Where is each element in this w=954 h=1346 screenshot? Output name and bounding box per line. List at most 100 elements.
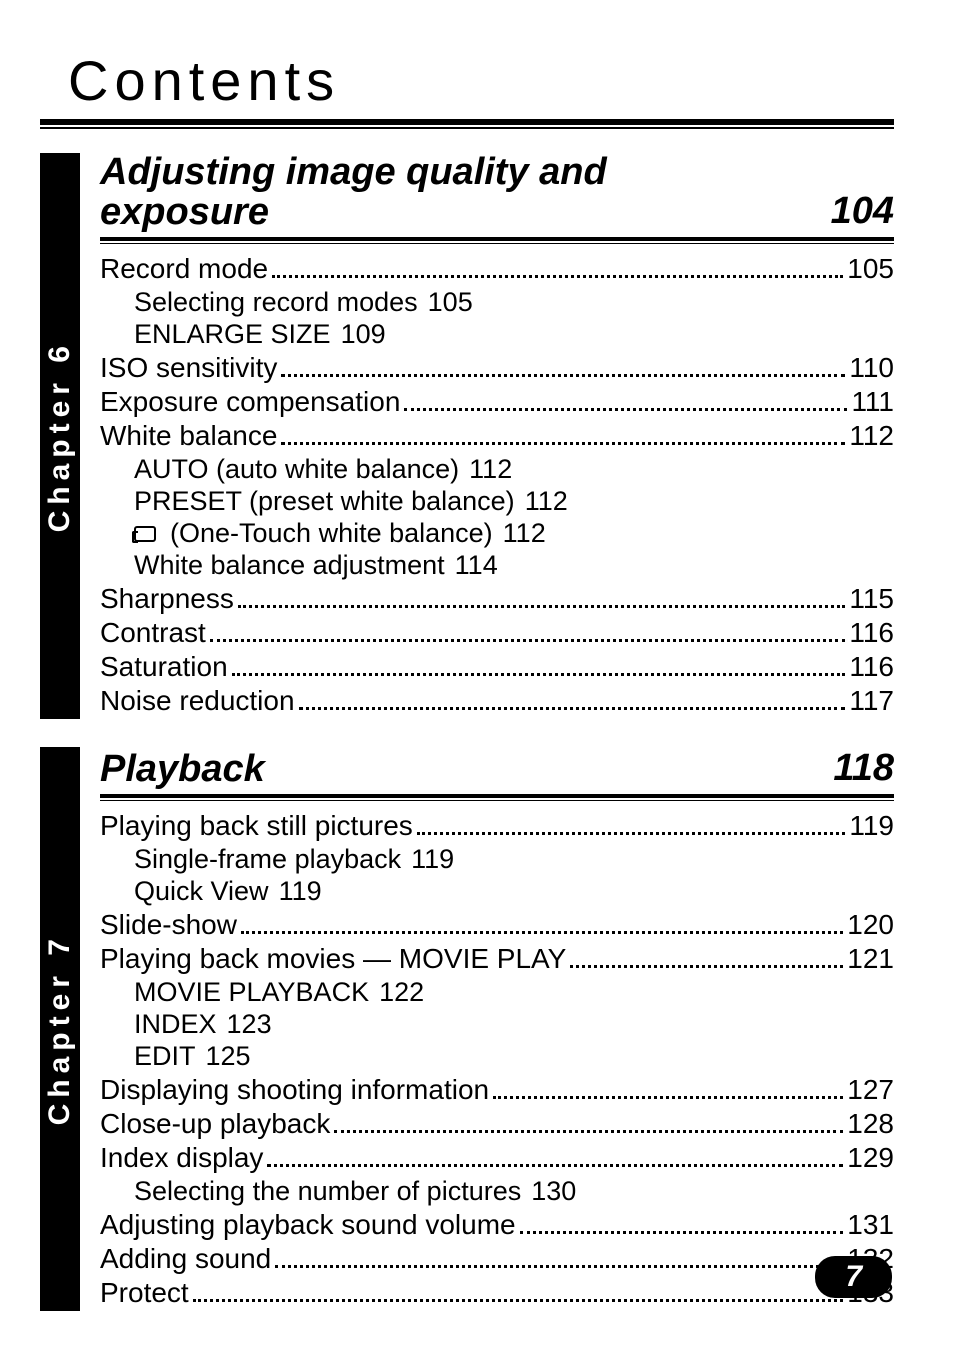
- toc-entry: Contrast 116: [100, 617, 894, 649]
- section-heading: Adjusting image quality andexposure 104: [100, 153, 894, 233]
- toc-subentry: (One-Touch white balance)112: [134, 518, 894, 549]
- page-number-badge: 7: [815, 1256, 892, 1298]
- toc-entry: Close-up playback 128: [100, 1108, 894, 1140]
- toc-entry-page: 121: [847, 943, 894, 975]
- chapter-tab-label: Chapter 6: [43, 340, 77, 532]
- toc-entry-label: Index display: [100, 1142, 263, 1174]
- toc-entry-label: Adjusting playback sound volume: [100, 1209, 516, 1241]
- toc-subentry: Quick View119: [134, 876, 894, 907]
- toc-entry-label: Protect: [100, 1277, 189, 1309]
- toc-entry-page: 120: [847, 909, 894, 941]
- toc-subentry-label: Selecting the number of pictures: [134, 1176, 521, 1207]
- toc-entry: Noise reduction 117: [100, 685, 894, 717]
- section-page: 104: [831, 190, 894, 233]
- toc-subentry: White balance adjustment 114: [134, 550, 894, 581]
- toc-subentry: ENLARGE SIZE109: [134, 319, 894, 350]
- toc-entry-page: 127: [847, 1074, 894, 1106]
- toc-subentry-label: ENLARGE SIZE: [134, 319, 331, 350]
- toc-entry-label: Exposure compensation: [100, 386, 400, 418]
- toc-subentry: Selecting the number of pictures 130: [134, 1176, 894, 1207]
- toc-leader-dots: [272, 275, 843, 278]
- section-rule: [100, 794, 894, 802]
- toc-subentry-label: White balance adjustment: [134, 550, 445, 581]
- toc-leader-dots: [570, 965, 843, 968]
- toc-leader-dots: [267, 1164, 843, 1167]
- toc-leader-dots: [241, 931, 843, 934]
- one-touch-wb-icon: [134, 526, 156, 542]
- chapter-body: Playback 118 Playing back still pictures11…: [100, 747, 894, 1311]
- toc-entry-page: 116: [849, 617, 894, 649]
- toc-leader-dots: [238, 605, 845, 608]
- toc-entry-page: 131: [847, 1209, 894, 1241]
- toc-entry-page: 115: [849, 583, 894, 615]
- toc-entry-label: Sharpness: [100, 583, 234, 615]
- chapter: Chapter 7 Playback 118 Playing back still p…: [40, 747, 894, 1311]
- toc-entry-page: 116: [849, 651, 894, 683]
- toc-entry-label: ISO sensitivity: [100, 352, 277, 384]
- toc-entry-page: 110: [849, 352, 894, 384]
- toc-entry: Record mode 105: [100, 253, 894, 285]
- toc-entry: Index display129: [100, 1142, 894, 1174]
- chapter-tab: Chapter 7: [40, 747, 80, 1311]
- toc-entry-label: Contrast: [100, 617, 206, 649]
- toc-leader-dots: [281, 442, 845, 445]
- toc-subentry-page: 114: [455, 550, 498, 581]
- toc-subentry: EDIT125: [134, 1041, 894, 1072]
- toc-entry-label: Playing back movies — MOVIE PLAY: [100, 943, 566, 975]
- toc-entry: Sharpness 115: [100, 583, 894, 615]
- chapter-body: Adjusting image quality andexposure 104 Re…: [100, 153, 894, 719]
- chapters-container: Chapter 6 Adjusting image quality andexpo…: [40, 153, 894, 1311]
- toc-entry: Protect133: [100, 1277, 894, 1309]
- toc-subentry: AUTO (auto white balance) 112: [134, 454, 894, 485]
- toc-entry: Playing back still pictures119: [100, 810, 894, 842]
- toc-leader-dots: [275, 1265, 843, 1268]
- toc-entry: Playing back movies — MOVIE PLAY 121: [100, 943, 894, 975]
- toc-entry-page: 128: [847, 1108, 894, 1140]
- toc-subentry-label: AUTO (auto white balance): [134, 454, 459, 485]
- toc-entry-label: Record mode: [100, 253, 268, 285]
- toc-subentry: PRESET (preset white balance)112: [134, 486, 894, 517]
- title-rule: [40, 119, 894, 129]
- toc-entry: Displaying shooting information 127: [100, 1074, 894, 1106]
- toc-subentry-page: 112: [469, 454, 512, 485]
- section-title: Playback: [100, 750, 265, 790]
- section-heading: Playback 118: [100, 747, 894, 790]
- toc-subentry-page: 119: [411, 844, 454, 875]
- toc-leader-dots: [193, 1299, 844, 1302]
- toc-entry-label: Close-up playback: [100, 1108, 330, 1140]
- toc-entry-label: White balance: [100, 420, 277, 452]
- toc-entry: Saturation 116: [100, 651, 894, 683]
- toc-subentry-page: 123: [227, 1009, 272, 1040]
- toc-subentry-page: 112: [525, 486, 568, 517]
- toc-leader-dots: [334, 1130, 843, 1133]
- toc-subentry: MOVIE PLAYBACK122: [134, 977, 894, 1008]
- toc-entry: ISO sensitivity 110: [100, 352, 894, 384]
- toc-subentry-label: Selecting record modes: [134, 287, 418, 318]
- toc-entry-label: Displaying shooting information: [100, 1074, 489, 1106]
- toc-subentry-label: Quick View: [134, 876, 269, 907]
- chapter-tab-label: Chapter 7: [43, 933, 77, 1125]
- toc-leader-dots: [493, 1096, 843, 1099]
- toc-subentry-page: 112: [503, 518, 546, 549]
- chapter-tab: Chapter 6: [40, 153, 80, 719]
- toc-leader-dots: [210, 639, 846, 642]
- toc-subentry-page: 122: [379, 977, 424, 1008]
- toc-entry-label: Noise reduction: [100, 685, 295, 717]
- toc-subentry-page: 125: [206, 1041, 251, 1072]
- toc-subentry: Selecting record modes 105: [134, 287, 894, 318]
- toc-entry-label: Saturation: [100, 651, 228, 683]
- section-title: Adjusting image quality andexposure: [100, 153, 607, 233]
- chapter: Chapter 6 Adjusting image quality andexpo…: [40, 153, 894, 719]
- toc-leader-dots: [520, 1231, 844, 1234]
- section-rule: [100, 237, 894, 245]
- toc-leader-dots: [232, 673, 846, 676]
- toc-entry-page: 117: [849, 685, 894, 717]
- toc-entry-label: Adding sound: [100, 1243, 271, 1275]
- toc-entry-page: 119: [849, 810, 894, 842]
- toc-entry-page: 105: [847, 253, 894, 285]
- toc-subentry-page: 130: [531, 1176, 576, 1207]
- section-page: 118: [833, 747, 894, 790]
- toc-subentry: INDEX123: [134, 1009, 894, 1040]
- toc-subentry-page: 105: [428, 287, 473, 318]
- toc-leader-dots: [404, 408, 847, 411]
